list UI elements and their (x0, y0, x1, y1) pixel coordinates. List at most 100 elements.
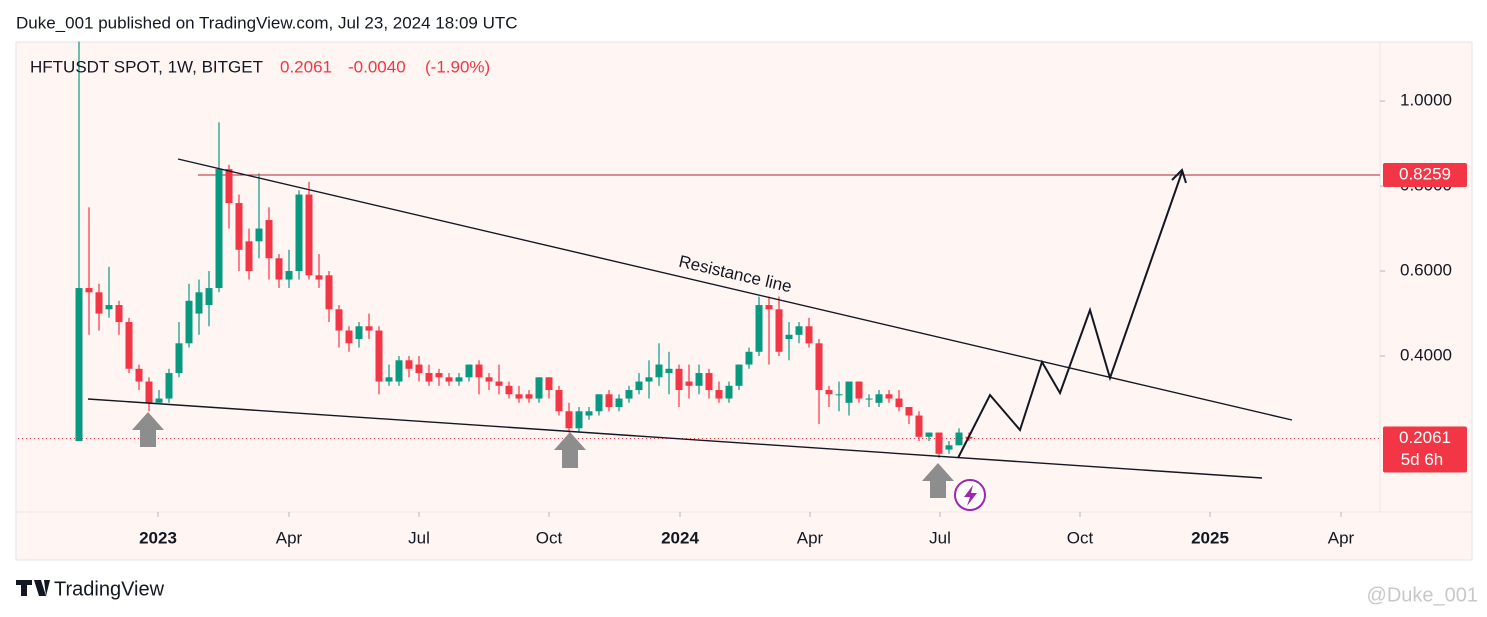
candle-body (575, 411, 583, 429)
candle-body (275, 258, 283, 280)
publish-info: Duke_001 published on TradingView.com, J… (16, 13, 518, 32)
candle-body (825, 390, 833, 395)
candle-body (295, 194, 303, 272)
candle-body (535, 377, 543, 399)
candle-body (625, 390, 633, 399)
candle-body (445, 377, 453, 382)
x-tick-label: Oct (1067, 528, 1094, 547)
y-tick-label: 1.0000 (1400, 91, 1452, 110)
candle-body (215, 169, 223, 289)
candle-body (905, 407, 913, 416)
candle-body (395, 360, 403, 382)
candle-body (835, 394, 843, 396)
candle-body (675, 368, 683, 391)
candle-body (515, 394, 523, 399)
candle-body (115, 305, 123, 323)
candle-body (725, 385, 733, 399)
up-arrow (554, 432, 586, 468)
candle-body (245, 241, 253, 272)
candle-body (315, 275, 323, 280)
candle-body (345, 330, 353, 344)
candle-body (185, 300, 193, 344)
candle-body (605, 394, 613, 408)
candle-body (615, 398, 623, 408)
candle-body (595, 394, 603, 412)
candle-body (95, 292, 103, 314)
candle-body (505, 385, 513, 395)
tv-logo (16, 580, 50, 596)
candle-body (135, 368, 143, 382)
candle-body (335, 309, 343, 331)
x-tick-label: 2025 (1191, 528, 1229, 547)
candle-body (205, 288, 213, 306)
brand: TradingView (54, 578, 165, 600)
candle-body (165, 373, 173, 399)
candle-body (365, 326, 373, 331)
candle-body (845, 381, 853, 403)
candle-body (915, 415, 923, 437)
candle-body (325, 275, 333, 310)
candle-body (765, 305, 773, 310)
candle-body (565, 411, 573, 429)
candle-body (125, 322, 133, 369)
chart-pane (15, 41, 1473, 561)
x-tick-label: Apr (1328, 528, 1355, 547)
candle-body (795, 326, 803, 335)
candle-body (805, 326, 813, 344)
candle-body (225, 169, 233, 204)
change-pct: (-1.90%) (425, 57, 490, 76)
candle-body (665, 368, 673, 374)
symbol: HFTUSDT SPOT, 1W, BITGET (30, 57, 263, 76)
plot: 0.40000.60000.80001.00002023AprJulOct202… (18, 41, 1467, 547)
price: 0.2061 (280, 57, 332, 76)
watermark: @Duke_001 (1367, 584, 1478, 606)
projection-path (957, 171, 1183, 459)
candle-body (425, 373, 433, 382)
y-tick-label: 0.6000 (1400, 261, 1452, 280)
candle-body (375, 330, 383, 382)
candle-body (435, 373, 443, 378)
candle-body (705, 373, 713, 391)
y-tick-label: 0.4000 (1400, 346, 1452, 365)
event-bolt (964, 485, 977, 506)
drawings (87, 158, 1293, 479)
candle-body (685, 381, 693, 386)
up-arrow (132, 412, 164, 447)
candle-body (545, 377, 553, 391)
candle-body (285, 271, 293, 280)
candle-body (155, 398, 163, 403)
candle-body (715, 390, 723, 399)
candle-body (265, 220, 273, 259)
arrow-head (1171, 168, 1187, 184)
candle-body (875, 394, 883, 403)
x-tick-label: Jul (929, 528, 951, 547)
candle-body (745, 351, 753, 365)
candle-body (895, 398, 903, 408)
candle-body (695, 373, 703, 386)
candle-body (955, 432, 963, 446)
candle-body (455, 377, 463, 382)
candle-body (195, 292, 203, 314)
markers (132, 412, 954, 498)
x-tick-label: Oct (536, 528, 563, 547)
candle-body (655, 364, 663, 378)
x-tick-label: 2024 (661, 528, 699, 547)
candle-body (485, 377, 493, 382)
candle-body (415, 364, 423, 374)
x-tick-label: 2023 (139, 528, 177, 547)
candle-body (865, 398, 873, 400)
candle-body (815, 343, 823, 391)
price-tag-label: 0.8259 (1399, 165, 1451, 184)
candle-body (475, 364, 483, 378)
candle-body (925, 432, 933, 437)
candle-body (885, 394, 893, 399)
candle-body (85, 288, 93, 293)
countdown: 5d 6h (1401, 450, 1444, 469)
price-tag (1383, 163, 1467, 188)
candle-body (495, 381, 503, 386)
x-tick-label: Jul (408, 528, 430, 547)
candle-body (555, 390, 563, 412)
candle-body (405, 360, 413, 369)
candle-body (785, 334, 793, 340)
